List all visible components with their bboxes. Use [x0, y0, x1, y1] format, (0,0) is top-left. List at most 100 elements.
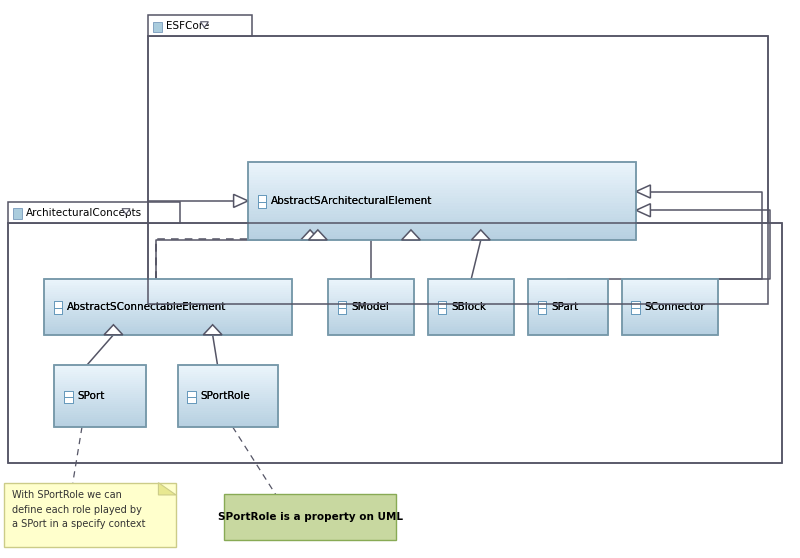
Polygon shape: [471, 230, 490, 240]
Bar: [328, 309, 414, 311]
Bar: [44, 324, 292, 325]
Bar: [622, 281, 718, 283]
Bar: [328, 279, 414, 335]
Bar: [328, 314, 414, 316]
Bar: [248, 167, 636, 170]
Bar: [44, 333, 292, 335]
Bar: [44, 328, 292, 329]
Bar: [44, 294, 292, 296]
Bar: [622, 312, 718, 314]
Bar: [44, 311, 292, 312]
Text: SBlock: SBlock: [451, 302, 486, 312]
Bar: [178, 384, 278, 386]
Bar: [8, 202, 180, 223]
Bar: [248, 224, 636, 227]
Bar: [54, 380, 146, 382]
Bar: [178, 384, 278, 386]
Bar: [328, 311, 414, 312]
Bar: [622, 328, 718, 329]
Bar: [328, 309, 414, 311]
Bar: [428, 297, 514, 300]
Text: ArchitecturalConcepts: ArchitecturalConcepts: [26, 208, 142, 218]
Bar: [328, 288, 414, 290]
Bar: [258, 195, 266, 208]
Bar: [54, 423, 146, 425]
Bar: [248, 235, 636, 237]
Bar: [428, 288, 514, 290]
Polygon shape: [122, 209, 130, 214]
Bar: [328, 328, 414, 329]
Bar: [528, 303, 608, 305]
Bar: [538, 301, 546, 314]
Bar: [178, 369, 278, 372]
Polygon shape: [158, 483, 176, 495]
Bar: [328, 303, 414, 305]
Bar: [328, 314, 414, 316]
Bar: [328, 301, 414, 303]
Polygon shape: [200, 22, 208, 27]
Bar: [538, 301, 546, 314]
Bar: [428, 296, 514, 297]
Bar: [248, 204, 636, 206]
Bar: [178, 372, 278, 374]
Bar: [528, 288, 608, 290]
Bar: [622, 309, 718, 311]
Bar: [178, 392, 278, 394]
Bar: [528, 314, 608, 316]
Bar: [622, 324, 718, 325]
Bar: [44, 324, 292, 325]
Bar: [44, 307, 292, 309]
Bar: [328, 316, 414, 318]
Bar: [248, 188, 636, 190]
Bar: [178, 365, 278, 427]
Bar: [528, 307, 608, 309]
Bar: [428, 314, 514, 316]
Bar: [178, 415, 278, 417]
Bar: [54, 384, 146, 386]
Bar: [428, 312, 514, 314]
Bar: [44, 286, 292, 288]
Bar: [44, 290, 292, 292]
Bar: [622, 279, 718, 281]
Bar: [54, 376, 146, 378]
Bar: [622, 292, 718, 294]
Bar: [622, 303, 718, 305]
Bar: [248, 206, 636, 209]
Bar: [622, 320, 718, 322]
Bar: [528, 333, 608, 335]
Bar: [44, 294, 292, 296]
Bar: [248, 172, 636, 175]
Bar: [148, 36, 768, 304]
Bar: [328, 300, 414, 301]
Bar: [622, 301, 718, 303]
Bar: [44, 309, 292, 311]
Bar: [428, 281, 514, 283]
Bar: [428, 279, 514, 281]
Bar: [328, 285, 414, 286]
Bar: [622, 296, 718, 297]
Bar: [248, 172, 636, 175]
Bar: [44, 288, 292, 290]
Bar: [44, 307, 292, 309]
Bar: [528, 312, 608, 314]
Bar: [428, 324, 514, 325]
Bar: [622, 303, 718, 305]
Bar: [328, 296, 414, 297]
Bar: [528, 286, 608, 288]
Bar: [54, 402, 146, 405]
Bar: [54, 408, 146, 411]
Bar: [528, 301, 608, 303]
Bar: [178, 400, 278, 402]
Bar: [428, 292, 514, 294]
Bar: [54, 378, 146, 380]
Bar: [428, 279, 514, 281]
Bar: [428, 309, 514, 311]
Bar: [328, 294, 414, 296]
Bar: [248, 182, 636, 185]
Bar: [428, 318, 514, 320]
Bar: [54, 425, 146, 427]
Bar: [622, 318, 718, 320]
Bar: [528, 324, 608, 325]
Bar: [428, 333, 514, 335]
Bar: [178, 365, 278, 368]
